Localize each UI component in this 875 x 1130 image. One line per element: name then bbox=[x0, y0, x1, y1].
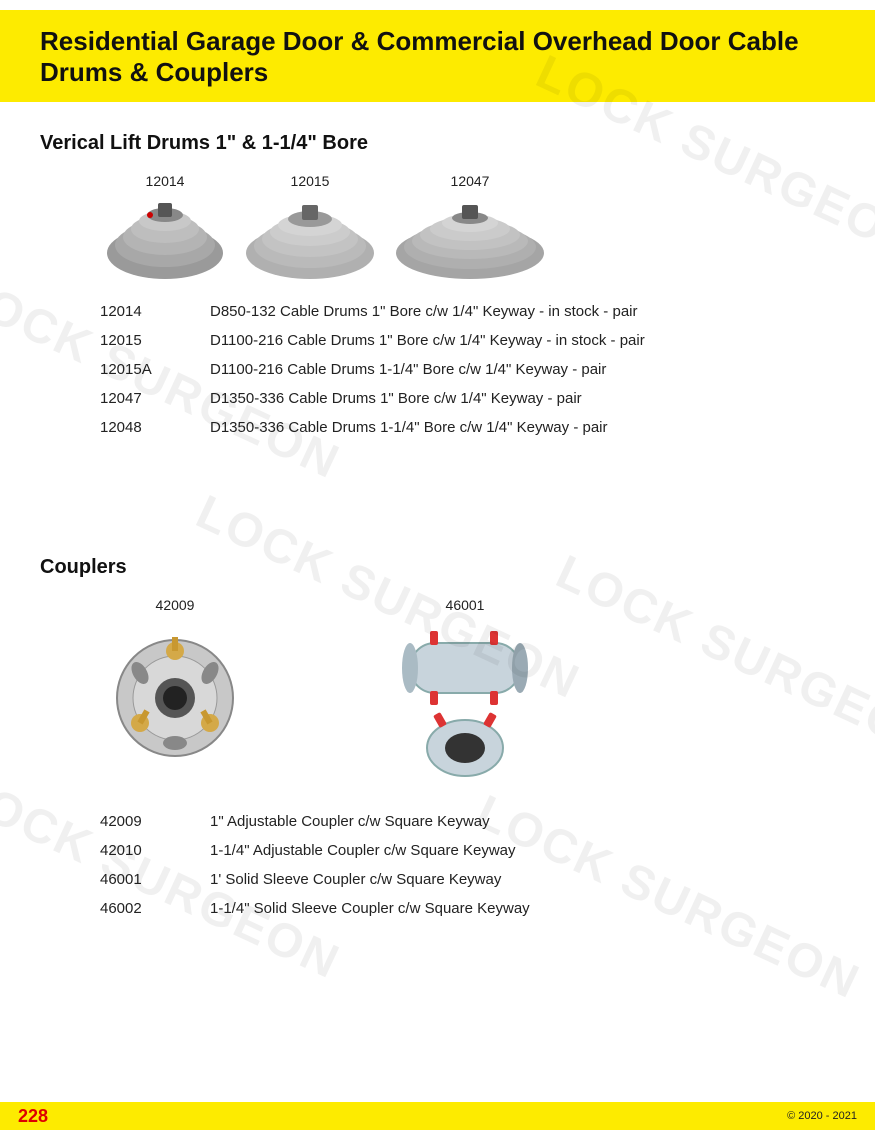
copyright: © 2020 - 2021 bbox=[787, 1110, 857, 1122]
spec-desc: D850-132 Cable Drums 1" Bore c/w 1/4" Ke… bbox=[210, 303, 638, 320]
section-title: Couplers bbox=[40, 556, 835, 579]
table-row: 12015 D1100-216 Cable Drums 1" Bore c/w … bbox=[100, 332, 835, 349]
spec-code: 46001 bbox=[100, 871, 210, 888]
spec-code: 12015A bbox=[100, 361, 210, 378]
product-item: 12014 bbox=[100, 173, 230, 283]
spec-code: 12047 bbox=[100, 390, 210, 407]
spec-table-couplers: 42009 1" Adjustable Coupler c/w Square K… bbox=[100, 813, 835, 917]
product-label: 46001 bbox=[446, 597, 485, 613]
section-couplers: Couplers 42009 bbox=[40, 556, 835, 917]
product-label: 12014 bbox=[146, 173, 185, 189]
product-item: 12047 bbox=[390, 173, 550, 283]
product-item: 12015 bbox=[240, 173, 380, 283]
drum-icon bbox=[100, 193, 230, 283]
spec-code: 46002 bbox=[100, 900, 210, 917]
product-label: 12047 bbox=[451, 173, 490, 189]
spec-desc: D1350-336 Cable Drums 1-1/4" Bore c/w 1/… bbox=[210, 419, 608, 436]
spec-code: 42009 bbox=[100, 813, 210, 830]
spec-desc: 1' Solid Sleeve Coupler c/w Square Keywa… bbox=[210, 871, 501, 888]
spec-desc: 1-1/4" Solid Sleeve Coupler c/w Square K… bbox=[210, 900, 530, 917]
product-item: 42009 bbox=[100, 597, 250, 763]
table-row: 12014 D850-132 Cable Drums 1" Bore c/w 1… bbox=[100, 303, 835, 320]
page-footer: 228 © 2020 - 2021 bbox=[0, 1102, 875, 1130]
page-title: Residential Garage Door & Commercial Ove… bbox=[40, 26, 835, 88]
table-row: 46001 1' Solid Sleeve Coupler c/w Square… bbox=[100, 871, 835, 888]
page-content: Verical Lift Drums 1" & 1-1/4" Bore 1201… bbox=[0, 102, 875, 917]
page-header: Residential Garage Door & Commercial Ove… bbox=[0, 10, 875, 102]
spec-code: 12048 bbox=[100, 419, 210, 436]
product-item: 46001 bbox=[380, 597, 550, 783]
table-row: 42010 1-1/4" Adjustable Coupler c/w Squa… bbox=[100, 842, 835, 859]
spec-desc: 1-1/4" Adjustable Coupler c/w Square Key… bbox=[210, 842, 516, 859]
spec-code: 12015 bbox=[100, 332, 210, 349]
spec-code: 12014 bbox=[100, 303, 210, 320]
coupler-sleeve-icon bbox=[380, 623, 550, 783]
spec-code: 42010 bbox=[100, 842, 210, 859]
drum-icon bbox=[240, 193, 380, 283]
coupler-flange-icon bbox=[100, 623, 250, 763]
product-label: 12015 bbox=[291, 173, 330, 189]
table-row: 12047 D1350-336 Cable Drums 1" Bore c/w … bbox=[100, 390, 835, 407]
drum-image-row: 12014 12015 bbox=[100, 173, 835, 283]
drum-icon bbox=[390, 193, 550, 283]
section-vertical-lift-drums: Verical Lift Drums 1" & 1-1/4" Bore 1201… bbox=[40, 132, 835, 436]
product-label: 42009 bbox=[156, 597, 195, 613]
spec-desc: D1350-336 Cable Drums 1" Bore c/w 1/4" K… bbox=[210, 390, 582, 407]
spec-table-drums: 12014 D850-132 Cable Drums 1" Bore c/w 1… bbox=[100, 303, 835, 436]
page-number: 228 bbox=[18, 1106, 48, 1127]
table-row: 46002 1-1/4" Solid Sleeve Coupler c/w Sq… bbox=[100, 900, 835, 917]
spec-desc: D1100-216 Cable Drums 1" Bore c/w 1/4" K… bbox=[210, 332, 645, 349]
coupler-image-row: 42009 46001 bbox=[100, 597, 835, 783]
spec-desc: 1" Adjustable Coupler c/w Square Keyway bbox=[210, 813, 490, 830]
table-row: 12048 D1350-336 Cable Drums 1-1/4" Bore … bbox=[100, 419, 835, 436]
table-row: 12015A D1100-216 Cable Drums 1-1/4" Bore… bbox=[100, 361, 835, 378]
section-title: Verical Lift Drums 1" & 1-1/4" Bore bbox=[40, 132, 835, 155]
table-row: 42009 1" Adjustable Coupler c/w Square K… bbox=[100, 813, 835, 830]
spec-desc: D1100-216 Cable Drums 1-1/4" Bore c/w 1/… bbox=[210, 361, 606, 378]
